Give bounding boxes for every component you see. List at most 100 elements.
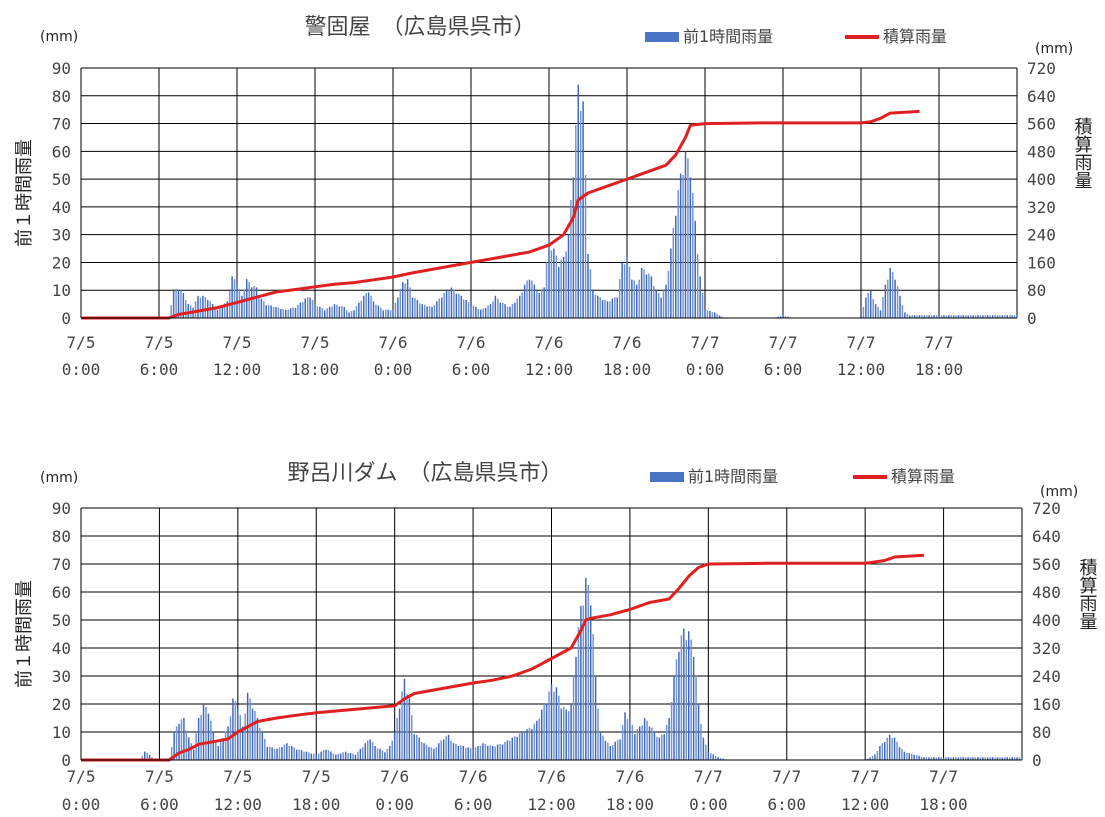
rainfall-bar (543, 704, 545, 760)
rainfall-bar (185, 300, 187, 318)
rainfall-bar (433, 748, 435, 760)
x-tick-date: 7/6 (379, 333, 408, 352)
rainfall-bar (215, 740, 217, 760)
rainfall-bar (540, 288, 543, 318)
x-tick-date: 7/5 (67, 767, 96, 786)
rainfall-bar (216, 309, 219, 318)
rainfall-bar (594, 295, 597, 318)
x-tick-time: 0:00 (374, 360, 413, 379)
rainfall-bar (371, 741, 374, 760)
rainfall-bar (884, 741, 886, 760)
rainfall-bar (392, 309, 394, 318)
rainfall-bar (386, 748, 389, 760)
rainfall-bar (687, 631, 690, 760)
rainfall-bar (714, 312, 716, 318)
rainfall-bar (295, 749, 298, 760)
rainfall-bar (374, 746, 376, 760)
x-tick-time: 12:00 (213, 360, 261, 379)
rainfall-bar (989, 757, 991, 760)
x-tick-date: 7/6 (613, 333, 642, 352)
rainfall-bar (406, 279, 409, 318)
x-tick-time: 6:00 (764, 360, 803, 379)
x-tick-date: 7/7 (694, 767, 723, 786)
rainfall-bar (264, 739, 266, 760)
rainfall-bar (381, 750, 384, 760)
rainfall-bar (1013, 757, 1016, 760)
rainfall-bar (146, 753, 148, 760)
rainfall-bar (994, 757, 996, 760)
rainfall-bar (303, 751, 305, 760)
rainfall-bar (1006, 315, 1008, 318)
rainfall-bar (243, 289, 246, 318)
rainfall-bar (278, 747, 281, 760)
rainfall-bar (701, 293, 704, 318)
rainfall-bar (675, 215, 677, 318)
rainfall-bar (925, 757, 928, 760)
rainfall-bar (684, 151, 687, 318)
rainfall-bar (1001, 315, 1004, 318)
rainfall-bar (467, 747, 469, 760)
rainfall-bar (239, 715, 242, 760)
rainfall-bar (621, 725, 624, 760)
rainfall-bar (419, 303, 421, 318)
rainfall-bar (714, 756, 717, 760)
rainfall-bar (555, 687, 558, 760)
x-tick-time: 12:00 (525, 360, 573, 379)
x-tick-date: 7/6 (459, 767, 488, 786)
rainfall-bar (579, 111, 582, 318)
rainfall-bar (979, 315, 982, 318)
x-tick-time: 0:00 (689, 795, 728, 814)
rainfall-bar (562, 256, 565, 318)
rainfall-bar (352, 753, 354, 760)
rainfall-bar (233, 279, 236, 318)
rainfall-bar (710, 753, 712, 760)
y-tick-label: 30 (52, 226, 71, 245)
rainfall-bar (599, 297, 601, 318)
rainfall-bar (408, 698, 411, 760)
rainfall-bar (910, 753, 913, 760)
rainfall-bar (337, 753, 340, 760)
y2-axis-unit: (mm) (1040, 484, 1078, 500)
rainfall-bar (331, 306, 333, 318)
x-tick-time: 6:00 (767, 795, 806, 814)
rainfall-bar (901, 748, 903, 760)
rainfall-bar (920, 756, 923, 760)
rainfall-bar (612, 745, 614, 760)
rainfall-bar (994, 315, 996, 318)
rainfall-bar (211, 304, 214, 318)
rainfall-bar (687, 158, 689, 318)
rainfall-bar (916, 315, 918, 318)
rainfall-bar (325, 749, 327, 760)
rainfall-bar (313, 753, 315, 760)
rainfall-bar (705, 744, 707, 760)
rainfall-bar (631, 279, 633, 318)
rainfall-bar (436, 301, 438, 318)
y2-tick-label: 160 (1027, 253, 1056, 272)
rainfall-bar (222, 738, 224, 760)
rainfall-bar (991, 315, 994, 318)
rainfall-bar (641, 725, 643, 760)
rainfall-bar (268, 746, 271, 760)
x-tick-date: 7/5 (145, 767, 174, 786)
rainfall-bar (884, 284, 887, 318)
rainfall-bar (289, 308, 292, 318)
x-tick-date: 7/6 (457, 333, 486, 352)
rainfall-bar (389, 310, 392, 318)
rainfall-bar (930, 757, 933, 760)
rainfall-bar (448, 291, 450, 318)
rainfall-bar (227, 726, 229, 760)
rainfall-bar (450, 740, 452, 760)
rainfall-bar (555, 255, 558, 318)
rainfall-bar (928, 315, 930, 318)
x-tick-date: 7/7 (847, 333, 876, 352)
y2-tick-label: 480 (1027, 142, 1056, 161)
rainfall-bar (291, 746, 293, 760)
rainfall-bar (260, 298, 263, 318)
rainfall-bar (717, 757, 719, 760)
rainfall-bar (913, 754, 915, 760)
rainfall-bar (292, 307, 294, 318)
rainfall-bar (690, 639, 692, 760)
rainfall-bar (180, 719, 183, 760)
rainfall-bar (967, 315, 969, 318)
y-tick-label: 0 (61, 751, 71, 770)
